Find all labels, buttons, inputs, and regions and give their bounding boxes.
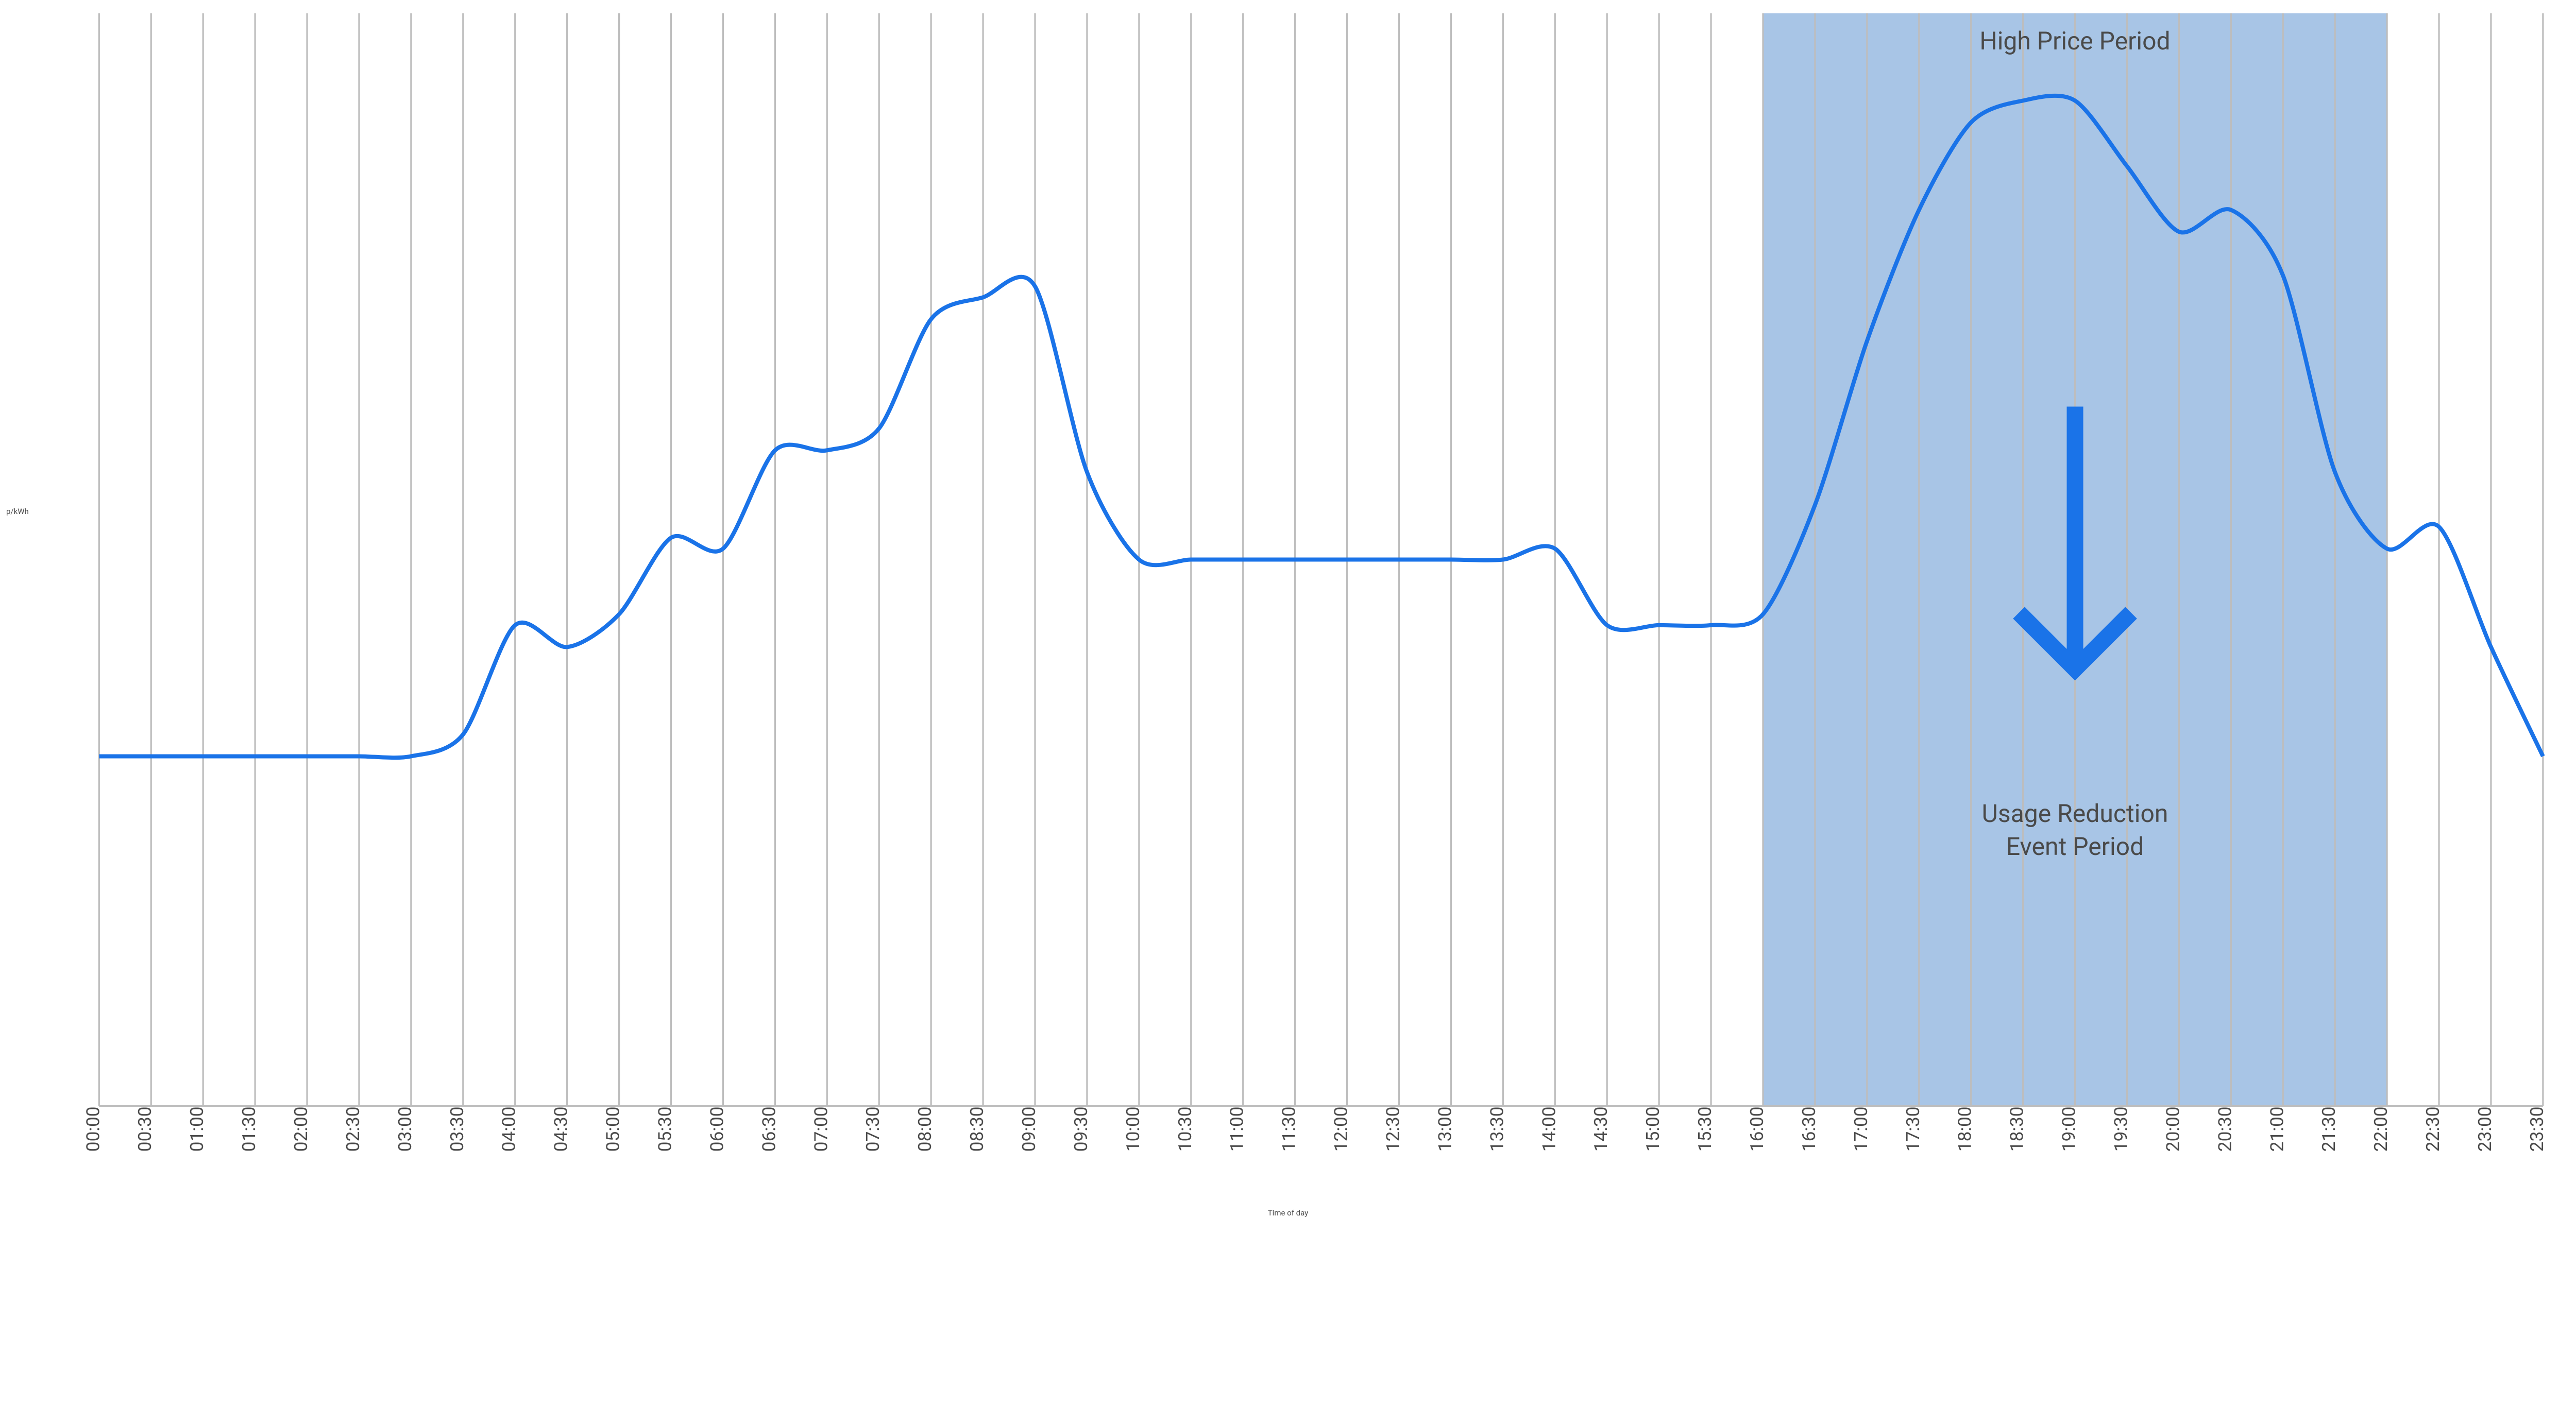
x-tick-label: 04:00 <box>498 1106 520 1152</box>
high-price-label: High Price Period <box>1979 26 2170 56</box>
x-axis-label: Time of day <box>0 1208 2576 1218</box>
x-tick-label: 01:30 <box>238 1106 260 1152</box>
x-tick-label: 12:30 <box>1382 1106 1403 1152</box>
x-tick-label: 21:00 <box>2266 1106 2287 1152</box>
x-tick-label: 14:00 <box>1538 1106 1560 1152</box>
x-tick-label: 12:00 <box>1330 1106 1352 1152</box>
x-tick-label: 15:00 <box>1642 1106 1664 1152</box>
x-tick-label: 00:00 <box>82 1106 104 1152</box>
x-tick-label: 21:30 <box>2318 1106 2340 1152</box>
x-tick-label: 18:00 <box>1954 1106 1976 1152</box>
x-tick-label: 02:00 <box>290 1106 312 1152</box>
price-chart: p/kWh 00:00 00:30 01:00 01:30 02:00 02:30 03:0… <box>0 0 2576 1218</box>
x-tick-label: 17:30 <box>1902 1106 1924 1152</box>
x-tick-label: 23:00 <box>2474 1106 2496 1152</box>
x-tick-label: 19:30 <box>2110 1106 2131 1152</box>
x-tick-label: 03:00 <box>394 1106 416 1152</box>
x-tick-label: 09:30 <box>1070 1106 1092 1152</box>
x-tick-label: 20:00 <box>2162 1106 2183 1152</box>
x-tick-label: 22:00 <box>2370 1106 2392 1152</box>
x-tick-label: 23:30 <box>2526 1106 2548 1152</box>
x-tick-label: 11:30 <box>1278 1106 1300 1152</box>
x-tick-label: 05:30 <box>654 1106 676 1152</box>
x-tick-label: 14:30 <box>1590 1106 1612 1152</box>
x-tick-label: 09:00 <box>1018 1106 1040 1152</box>
x-tick-label: 02:30 <box>342 1106 364 1152</box>
x-tick-label: 04:30 <box>550 1106 572 1152</box>
x-tick-label: 07:00 <box>810 1106 832 1152</box>
usage-reduction-label-2: Event Period <box>2006 832 2144 861</box>
x-tick-label: 15:30 <box>1694 1106 1716 1152</box>
x-tick-label: 13:00 <box>1434 1106 1455 1152</box>
x-tick-label: 10:30 <box>1174 1106 1196 1152</box>
x-tick-label: 17:00 <box>1850 1106 1872 1152</box>
x-tick-label: 16:00 <box>1746 1106 1768 1152</box>
x-tick-label: 01:00 <box>186 1106 208 1152</box>
x-tick-label: 08:00 <box>914 1106 936 1152</box>
x-tick-label: 18:30 <box>2006 1106 2028 1152</box>
x-tick-label: 05:00 <box>602 1106 624 1152</box>
x-tick-label: 06:30 <box>758 1106 779 1152</box>
x-tick-label: 22:30 <box>2422 1106 2444 1152</box>
x-tick-label: 10:00 <box>1122 1106 1144 1152</box>
x-tick-label: 11:00 <box>1226 1106 1248 1152</box>
x-tick-label: 08:30 <box>966 1106 988 1152</box>
x-tick-labels: 00:00 00:30 01:00 01:30 02:00 02:30 03:00 03:30… <box>82 1106 2548 1152</box>
x-tick-label: 07:30 <box>862 1106 884 1152</box>
x-tick-label: 16:30 <box>1798 1106 1820 1152</box>
x-tick-label: 00:30 <box>134 1106 156 1152</box>
x-tick-label: 06:00 <box>706 1106 727 1152</box>
x-tick-label: 19:00 <box>2058 1106 2080 1152</box>
x-tick-label: 03:30 <box>446 1106 468 1152</box>
x-tick-label: 13:30 <box>1486 1106 1507 1152</box>
x-tick-label: 20:30 <box>2214 1106 2235 1152</box>
chart-svg: 00:00 00:30 01:00 01:30 02:00 02:30 03:00 03:30… <box>0 0 2576 1205</box>
y-axis-label: p/kWh <box>6 507 29 516</box>
usage-reduction-label-1: Usage Reduction <box>1982 799 2168 828</box>
